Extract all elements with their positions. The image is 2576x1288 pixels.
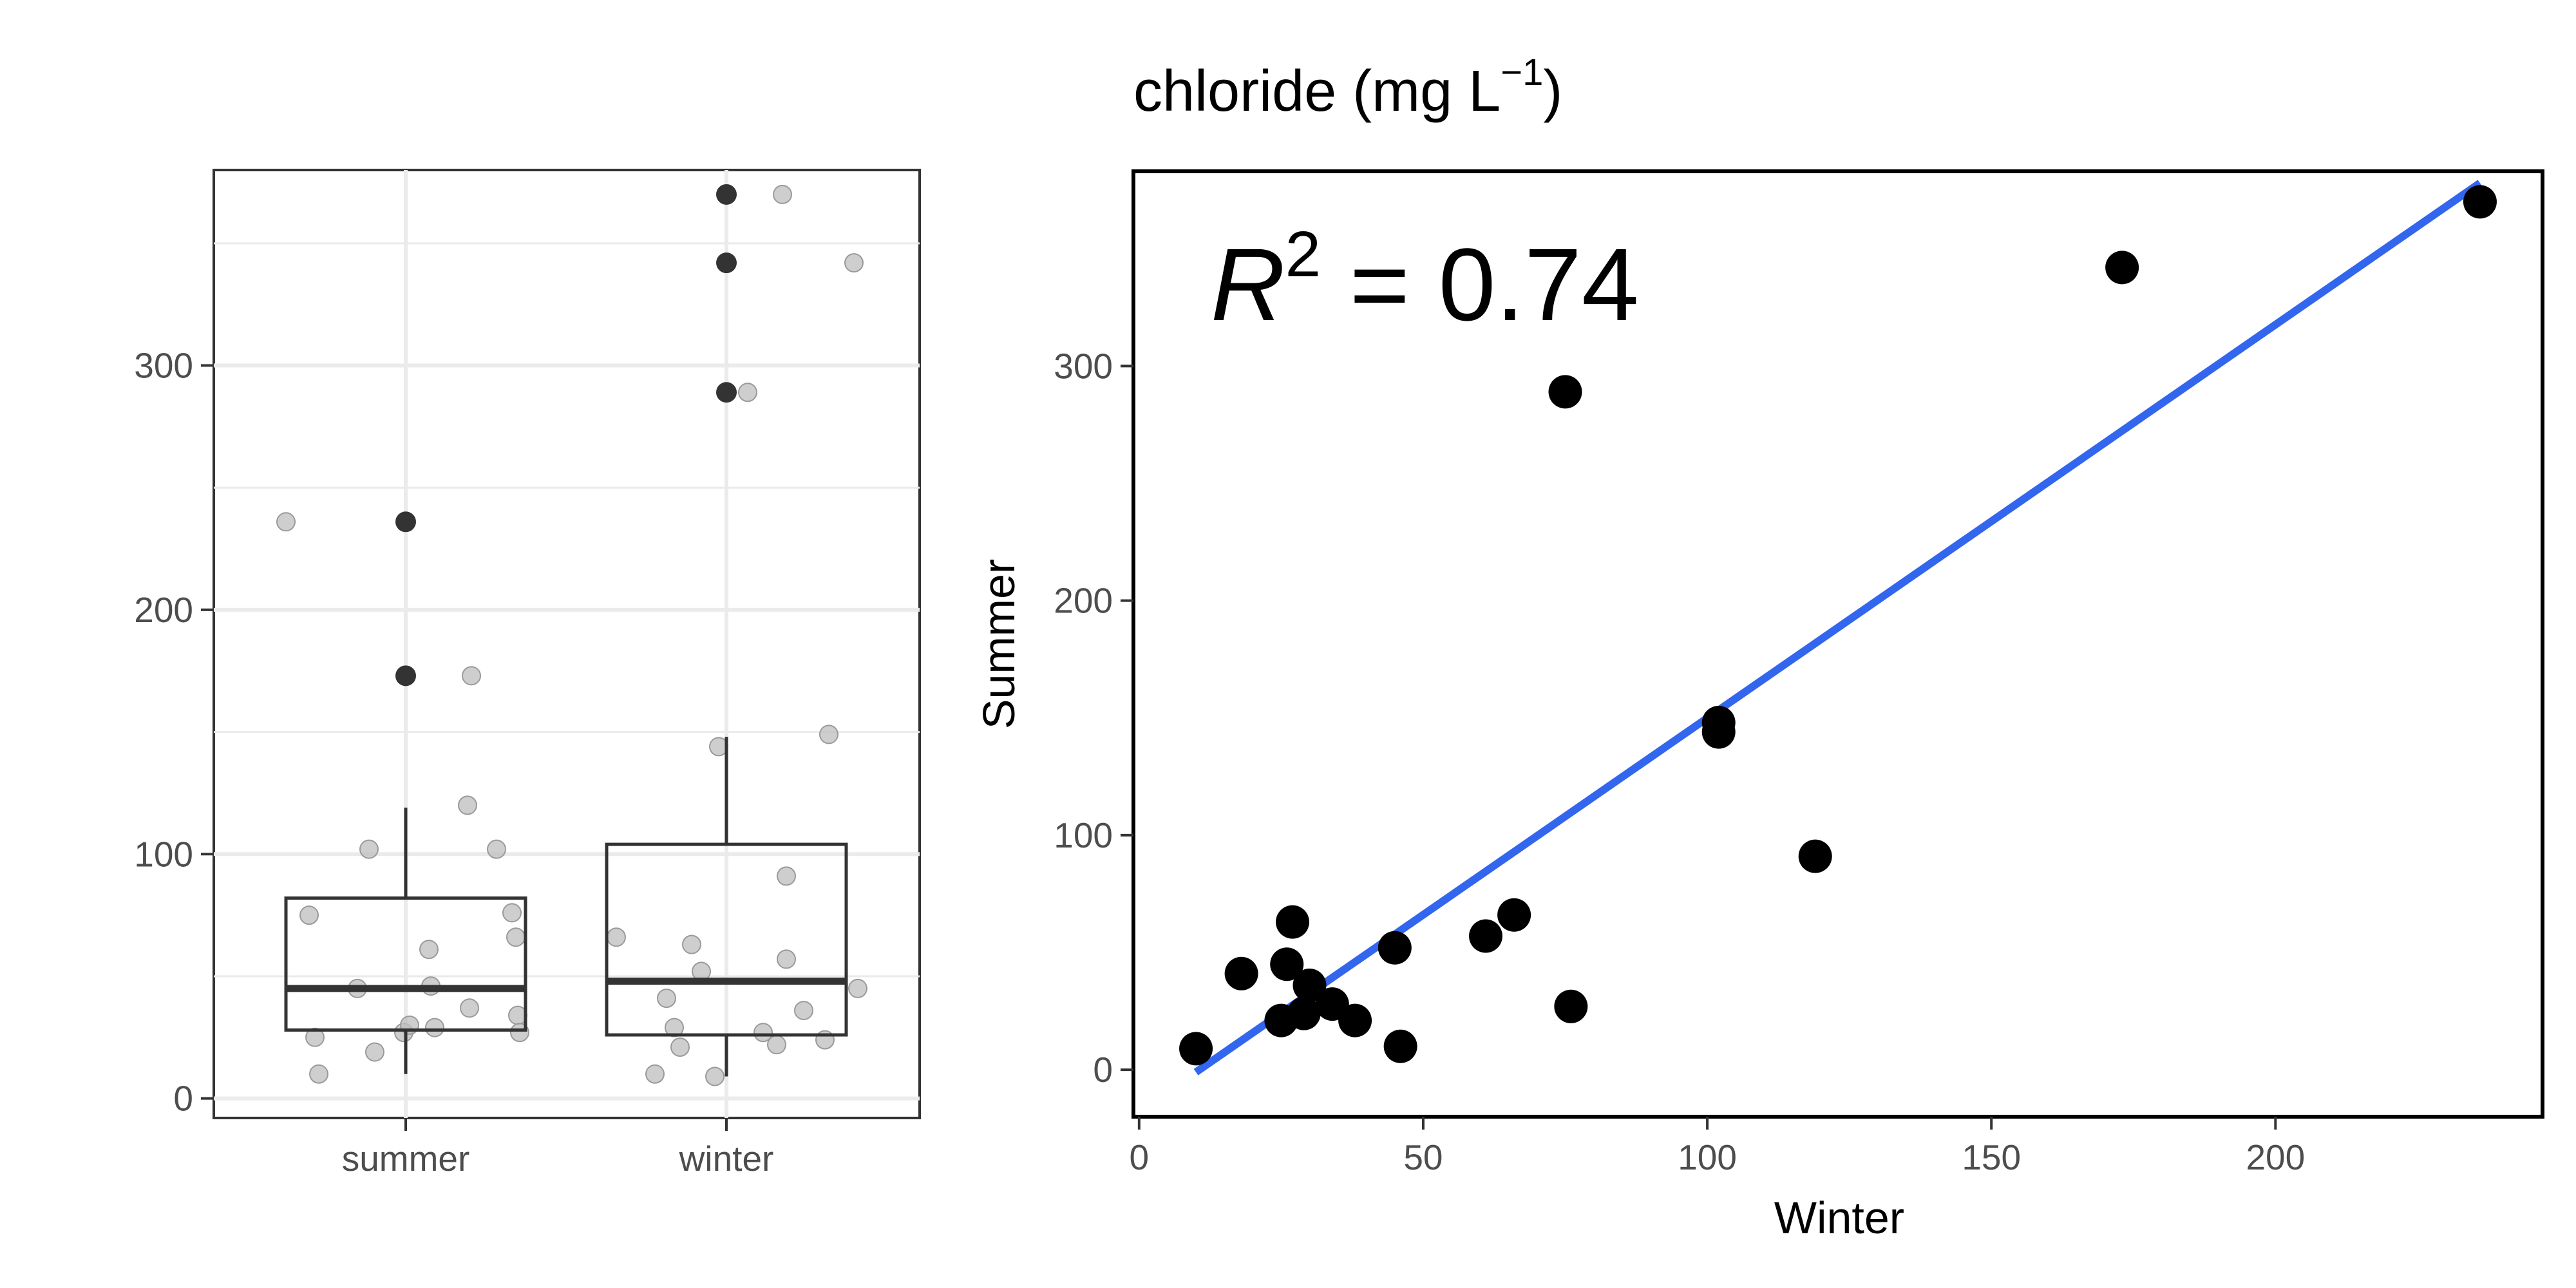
- scatter-point: [1701, 715, 1736, 749]
- scatter-points: [1179, 185, 2497, 1066]
- boxplot-jitter-point: [305, 1027, 325, 1047]
- boxplot-box-winter: [605, 184, 848, 1077]
- boxplot-jitter-point: [359, 839, 379, 859]
- x-axis-title: Winter: [1774, 1193, 1904, 1243]
- scatter-x-tick-label: 0: [1130, 1137, 1150, 1177]
- boxplot-jitter-point: [767, 1035, 786, 1055]
- boxplot-jitter-point: [276, 512, 296, 532]
- boxplot-jitter-point: [462, 666, 481, 686]
- scatter-point: [1497, 898, 1531, 932]
- chart-title: chloride (mg L−1): [1133, 52, 1562, 124]
- r-squared-annotation: R2 = 0.74: [1211, 218, 1639, 342]
- scatter-point: [1554, 989, 1588, 1023]
- scatter-point: [1287, 996, 1321, 1030]
- boxplot-jitter-point: [848, 978, 867, 998]
- scatter-point: [1548, 375, 1582, 409]
- boxplot-y-axis: 0 100 200 300: [134, 346, 214, 1119]
- boxplot-panel-border: [213, 169, 921, 1119]
- boxplot-jitter-point: [705, 1066, 724, 1086]
- boxplot-jitter-point: [777, 949, 796, 969]
- scatter-point: [1293, 969, 1327, 1003]
- scatter-point: [1469, 919, 1502, 953]
- y-axis-title: Summer: [974, 559, 1024, 729]
- scatter-point: [1798, 839, 1832, 873]
- scatter-point: [1270, 947, 1304, 981]
- scatter-y-tick-label: 0: [1093, 1050, 1113, 1090]
- scatter-point: [1276, 905, 1310, 939]
- boxplot-y-tick-label: 200: [134, 590, 193, 630]
- scatter-point: [2463, 185, 2497, 219]
- scatter-point: [1179, 1032, 1213, 1066]
- boxplot-jitter-point: [738, 383, 757, 402]
- boxplot-outlier-point: [395, 665, 416, 687]
- boxplot-jitter-point: [773, 184, 792, 204]
- scatter-y-tick-label: 300: [1054, 346, 1113, 386]
- boxplot-jitter-point: [502, 903, 522, 923]
- boxplot-jitter-point: [670, 1037, 690, 1057]
- boxplot-jitter-point: [645, 1064, 665, 1084]
- scatter-point: [1383, 1029, 1417, 1063]
- boxplot-jitter-point: [753, 1023, 773, 1043]
- boxplot-outlier-point: [716, 252, 737, 274]
- scatter-panel: 0 100 200 300 0 50 100 150 200 R2 = 0.74 Winter…: [974, 169, 2544, 1243]
- boxplot-jitter-point: [665, 1018, 684, 1037]
- regression-line: [1193, 180, 2483, 1075]
- scatter-x-tick-label: 50: [1403, 1137, 1443, 1177]
- boxplot-jitter-point: [487, 839, 506, 859]
- scatter-x-tick-label: 150: [1962, 1137, 2021, 1177]
- boxplot-jitter-point: [365, 1042, 384, 1062]
- scatter-point: [1378, 931, 1412, 965]
- scatter-y-tick-label: 200: [1054, 581, 1113, 621]
- boxplot-jitter-point: [299, 905, 319, 925]
- scatter-point: [1338, 1003, 1372, 1037]
- boxplot-y-tick-label: 300: [134, 346, 193, 386]
- scatter-panel-border: [1132, 169, 2544, 1119]
- boxplot-jitter-point: [657, 989, 676, 1009]
- boxplot-jitter-point: [682, 934, 701, 954]
- boxplot-jitter-points: [276, 184, 867, 1086]
- boxplot-box-summer: [284, 511, 527, 1074]
- boxplot-outlier-point: [395, 511, 416, 533]
- boxplot-jitter-point: [419, 940, 439, 960]
- boxplot-outlier-point: [716, 382, 737, 403]
- scatter-x-tick-label: 200: [2246, 1137, 2305, 1177]
- scatter-y-axis: 0 100 200 300: [1054, 346, 1133, 1090]
- boxplot-x-tick-label: summer: [342, 1139, 470, 1179]
- boxplot-jitter-point: [794, 1001, 813, 1021]
- scatter-x-axis: 0 50 100 150 200: [1130, 1117, 2305, 1177]
- boxplot-jitter-point: [425, 1018, 444, 1037]
- boxplot-jitter-point: [844, 253, 864, 273]
- boxplot-jitter-point: [506, 927, 526, 947]
- boxplot-iqr-box: [284, 896, 527, 1032]
- boxplot-panel: 0 100 200 300 summer winter: [134, 169, 921, 1179]
- scatter-y-tick-label: 100: [1054, 815, 1113, 855]
- boxplot-jitter-point: [458, 795, 477, 815]
- boxplot-boxes: [284, 184, 848, 1077]
- boxplot-jitter-point: [460, 998, 479, 1018]
- boxplot-jitter-point: [777, 866, 796, 886]
- scatter-point: [1224, 956, 1258, 990]
- boxplot-jitter-point: [607, 927, 626, 947]
- boxplot-grid: [214, 170, 920, 1118]
- scatter-point: [2105, 251, 2139, 285]
- boxplot-jitter-point: [819, 724, 838, 744]
- boxplot-x-tick-label: winter: [679, 1139, 774, 1179]
- boxplot-jitter-point: [309, 1064, 328, 1084]
- boxplot-y-tick-label: 100: [134, 834, 193, 874]
- boxplot-x-axis: summer winter: [342, 1118, 774, 1179]
- scatter-x-tick-label: 100: [1678, 1137, 1737, 1177]
- boxplot-y-tick-label: 0: [173, 1079, 193, 1119]
- boxplot-outlier-point: [716, 184, 737, 205]
- boxplot-iqr-box: [605, 842, 848, 1037]
